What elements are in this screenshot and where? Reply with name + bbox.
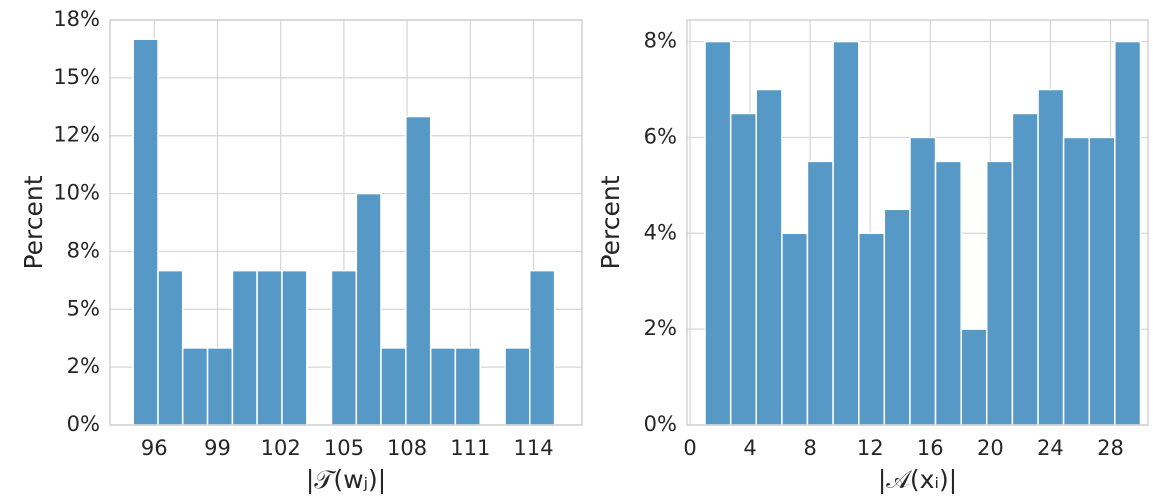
bar (1037, 88, 1065, 426)
bar (1114, 40, 1142, 426)
bar (1062, 136, 1091, 426)
y-tick-label: 15% (53, 65, 100, 89)
x-tick-label: 12 (857, 436, 884, 460)
bar (858, 232, 886, 426)
y-tick-label: 4% (644, 220, 677, 244)
x-tick-label: 20 (977, 436, 1004, 460)
bar (755, 88, 783, 426)
bar (960, 328, 988, 426)
x-tick-label: 105 (324, 436, 364, 460)
y-tick-label: 10% (53, 181, 100, 205)
y-tick-label: 8% (644, 29, 677, 53)
bar (132, 38, 159, 426)
y-axis-label: Percent (19, 175, 48, 269)
bar (429, 347, 457, 426)
y-tick-label: 2% (644, 316, 677, 340)
bar (504, 347, 531, 426)
bar (355, 192, 382, 426)
bar (231, 269, 258, 426)
bar (909, 136, 937, 426)
bar (454, 347, 481, 426)
x-tick-label: 4 (743, 436, 756, 460)
bar (985, 160, 1014, 426)
bar (528, 269, 556, 426)
bar (1011, 112, 1039, 426)
y-tick-label: 5% (67, 296, 100, 320)
bar (832, 40, 860, 426)
bar (883, 208, 911, 426)
x-tick-label: 28 (1097, 436, 1124, 460)
x-tick-label: 111 (450, 436, 490, 460)
x-axis-label: |𝒯(wⱼ)| (306, 465, 386, 494)
bar (729, 112, 757, 426)
plot-frame (686, 19, 1149, 426)
bar (934, 160, 962, 426)
bar (806, 160, 834, 426)
bar (1088, 136, 1116, 426)
bar (330, 269, 358, 426)
bar (206, 347, 234, 426)
bar (181, 347, 209, 426)
x-tick-label: 16 (917, 436, 944, 460)
bar (157, 269, 184, 426)
x-tick-label: 108 (387, 436, 427, 460)
y-tick-label: 18% (53, 7, 100, 31)
x-tick-label: 96 (141, 436, 168, 460)
bar (405, 115, 432, 426)
x-axis-label: |𝒜(xᵢ)| (878, 465, 957, 494)
bar (781, 232, 809, 426)
bar (380, 347, 407, 426)
x-tick-label: 102 (261, 436, 301, 460)
plot-frame (109, 19, 583, 426)
y-tick-label: 2% (67, 354, 100, 378)
y-tick-label: 0% (67, 412, 100, 436)
x-tick-label: 99 (204, 436, 231, 460)
y-axis-label: Percent (596, 175, 625, 269)
y-tick-label: 0% (644, 412, 677, 436)
y-tick-label: 6% (644, 124, 677, 148)
x-tick-label: 114 (513, 436, 553, 460)
y-tick-label: 8% (67, 238, 100, 262)
bar (281, 269, 308, 426)
bar (256, 269, 283, 426)
x-tick-label: 24 (1037, 436, 1064, 460)
bar (704, 40, 732, 426)
x-tick-label: 0 (683, 436, 696, 460)
y-tick-label: 12% (53, 123, 100, 147)
x-tick-label: 8 (803, 436, 816, 460)
